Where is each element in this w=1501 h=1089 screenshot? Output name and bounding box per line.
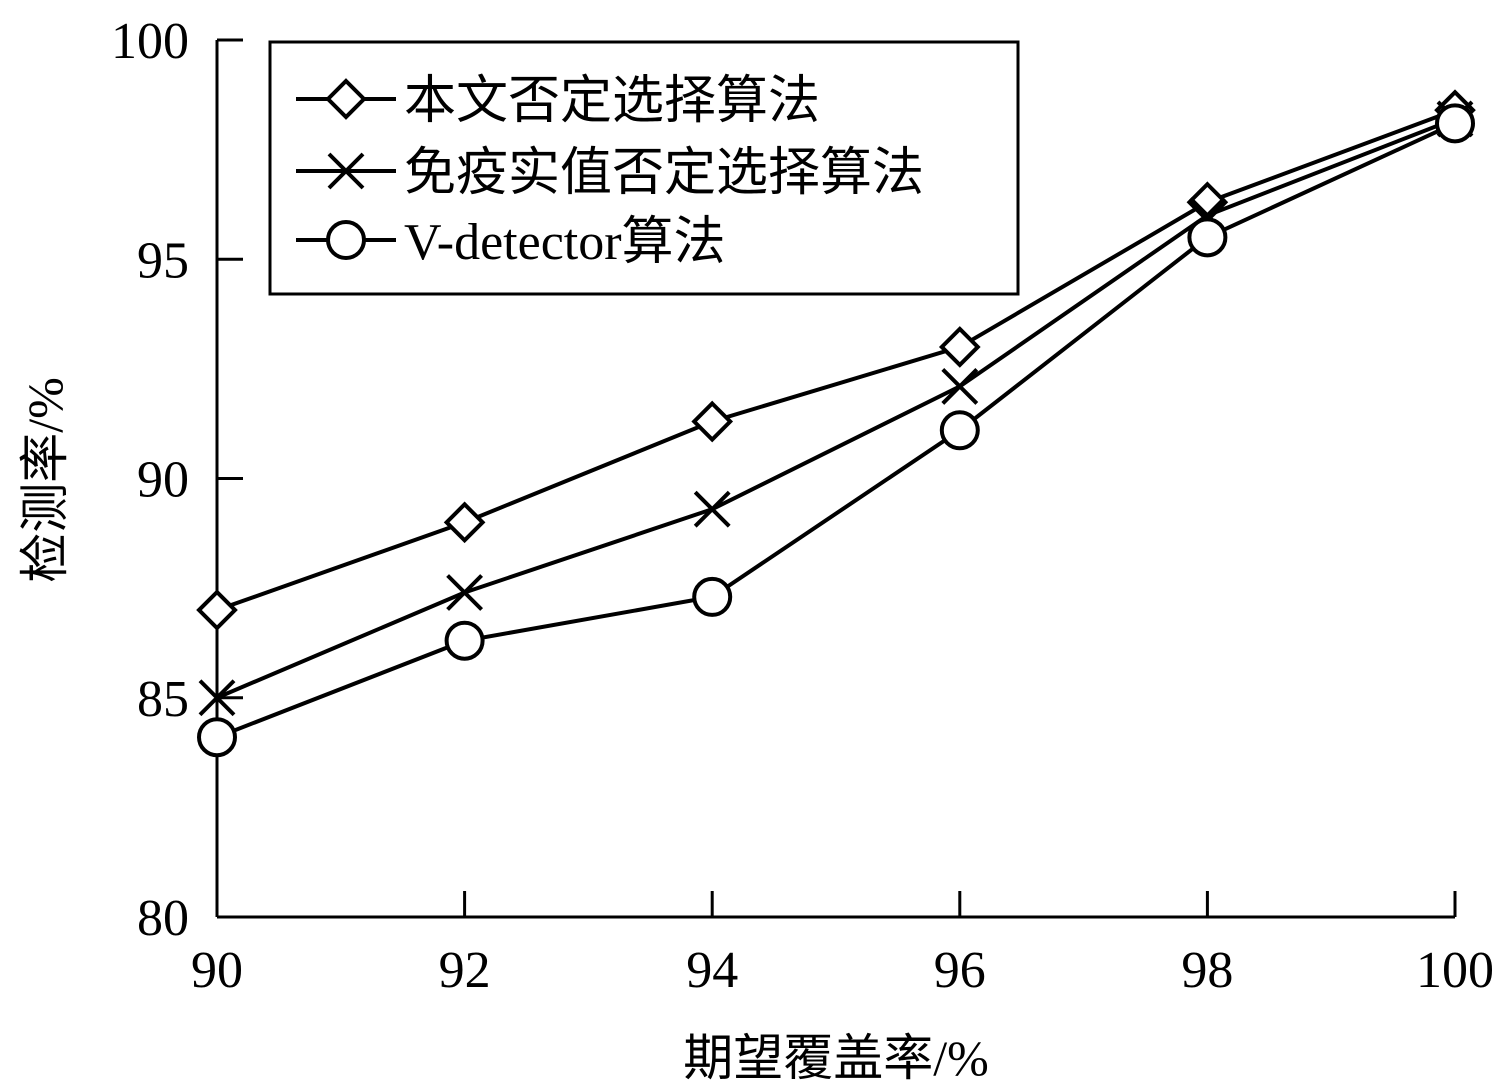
data-point xyxy=(1187,217,1228,258)
y-axis-label: 检测率/% xyxy=(17,377,73,583)
data-point xyxy=(446,574,484,611)
x-axis-label: 期望覆盖率/% xyxy=(683,1030,989,1086)
series-line xyxy=(216,108,1456,612)
y-tick-label: 85 xyxy=(137,671,189,728)
data-point xyxy=(444,620,485,661)
y-tick-label: 95 xyxy=(137,232,189,289)
legend-marker xyxy=(325,78,367,120)
y-tick-label: 80 xyxy=(137,890,189,947)
series-layer xyxy=(196,89,1476,758)
legend-marker xyxy=(327,152,365,190)
series-line xyxy=(216,117,1456,700)
legend-label: 本文否定选择算法 xyxy=(404,73,820,130)
y-tick-label: 100 xyxy=(111,13,189,70)
x-tick-label: 96 xyxy=(934,942,986,999)
x-tick-label: 100 xyxy=(1416,942,1494,999)
data-point xyxy=(443,501,486,544)
data-point xyxy=(693,490,731,528)
x-tick-label: 90 xyxy=(191,942,243,999)
legend-box xyxy=(268,40,1020,296)
legend-label: 免疫实值否定选择算法 xyxy=(404,145,924,202)
data-point xyxy=(1435,103,1475,144)
data-point xyxy=(941,368,979,405)
data-point xyxy=(197,717,237,758)
axes: 80 85 90 95 100 90 92 94 96 98 100 xyxy=(111,13,1494,999)
y-tick-label: 90 xyxy=(137,452,189,509)
data-point xyxy=(939,410,980,451)
legend-label: V-detector算法 xyxy=(404,214,726,271)
legend-marker xyxy=(326,220,366,260)
x-tick-label: 94 xyxy=(686,942,738,999)
data-point xyxy=(938,326,981,368)
data-point xyxy=(691,400,734,443)
series-3 xyxy=(197,103,1475,758)
series-line xyxy=(216,121,1456,740)
x-tick-label: 92 xyxy=(439,942,491,999)
data-point xyxy=(198,679,236,717)
x-tick-label: 98 xyxy=(1181,942,1233,999)
data-point xyxy=(692,576,733,617)
data-point xyxy=(196,589,238,631)
